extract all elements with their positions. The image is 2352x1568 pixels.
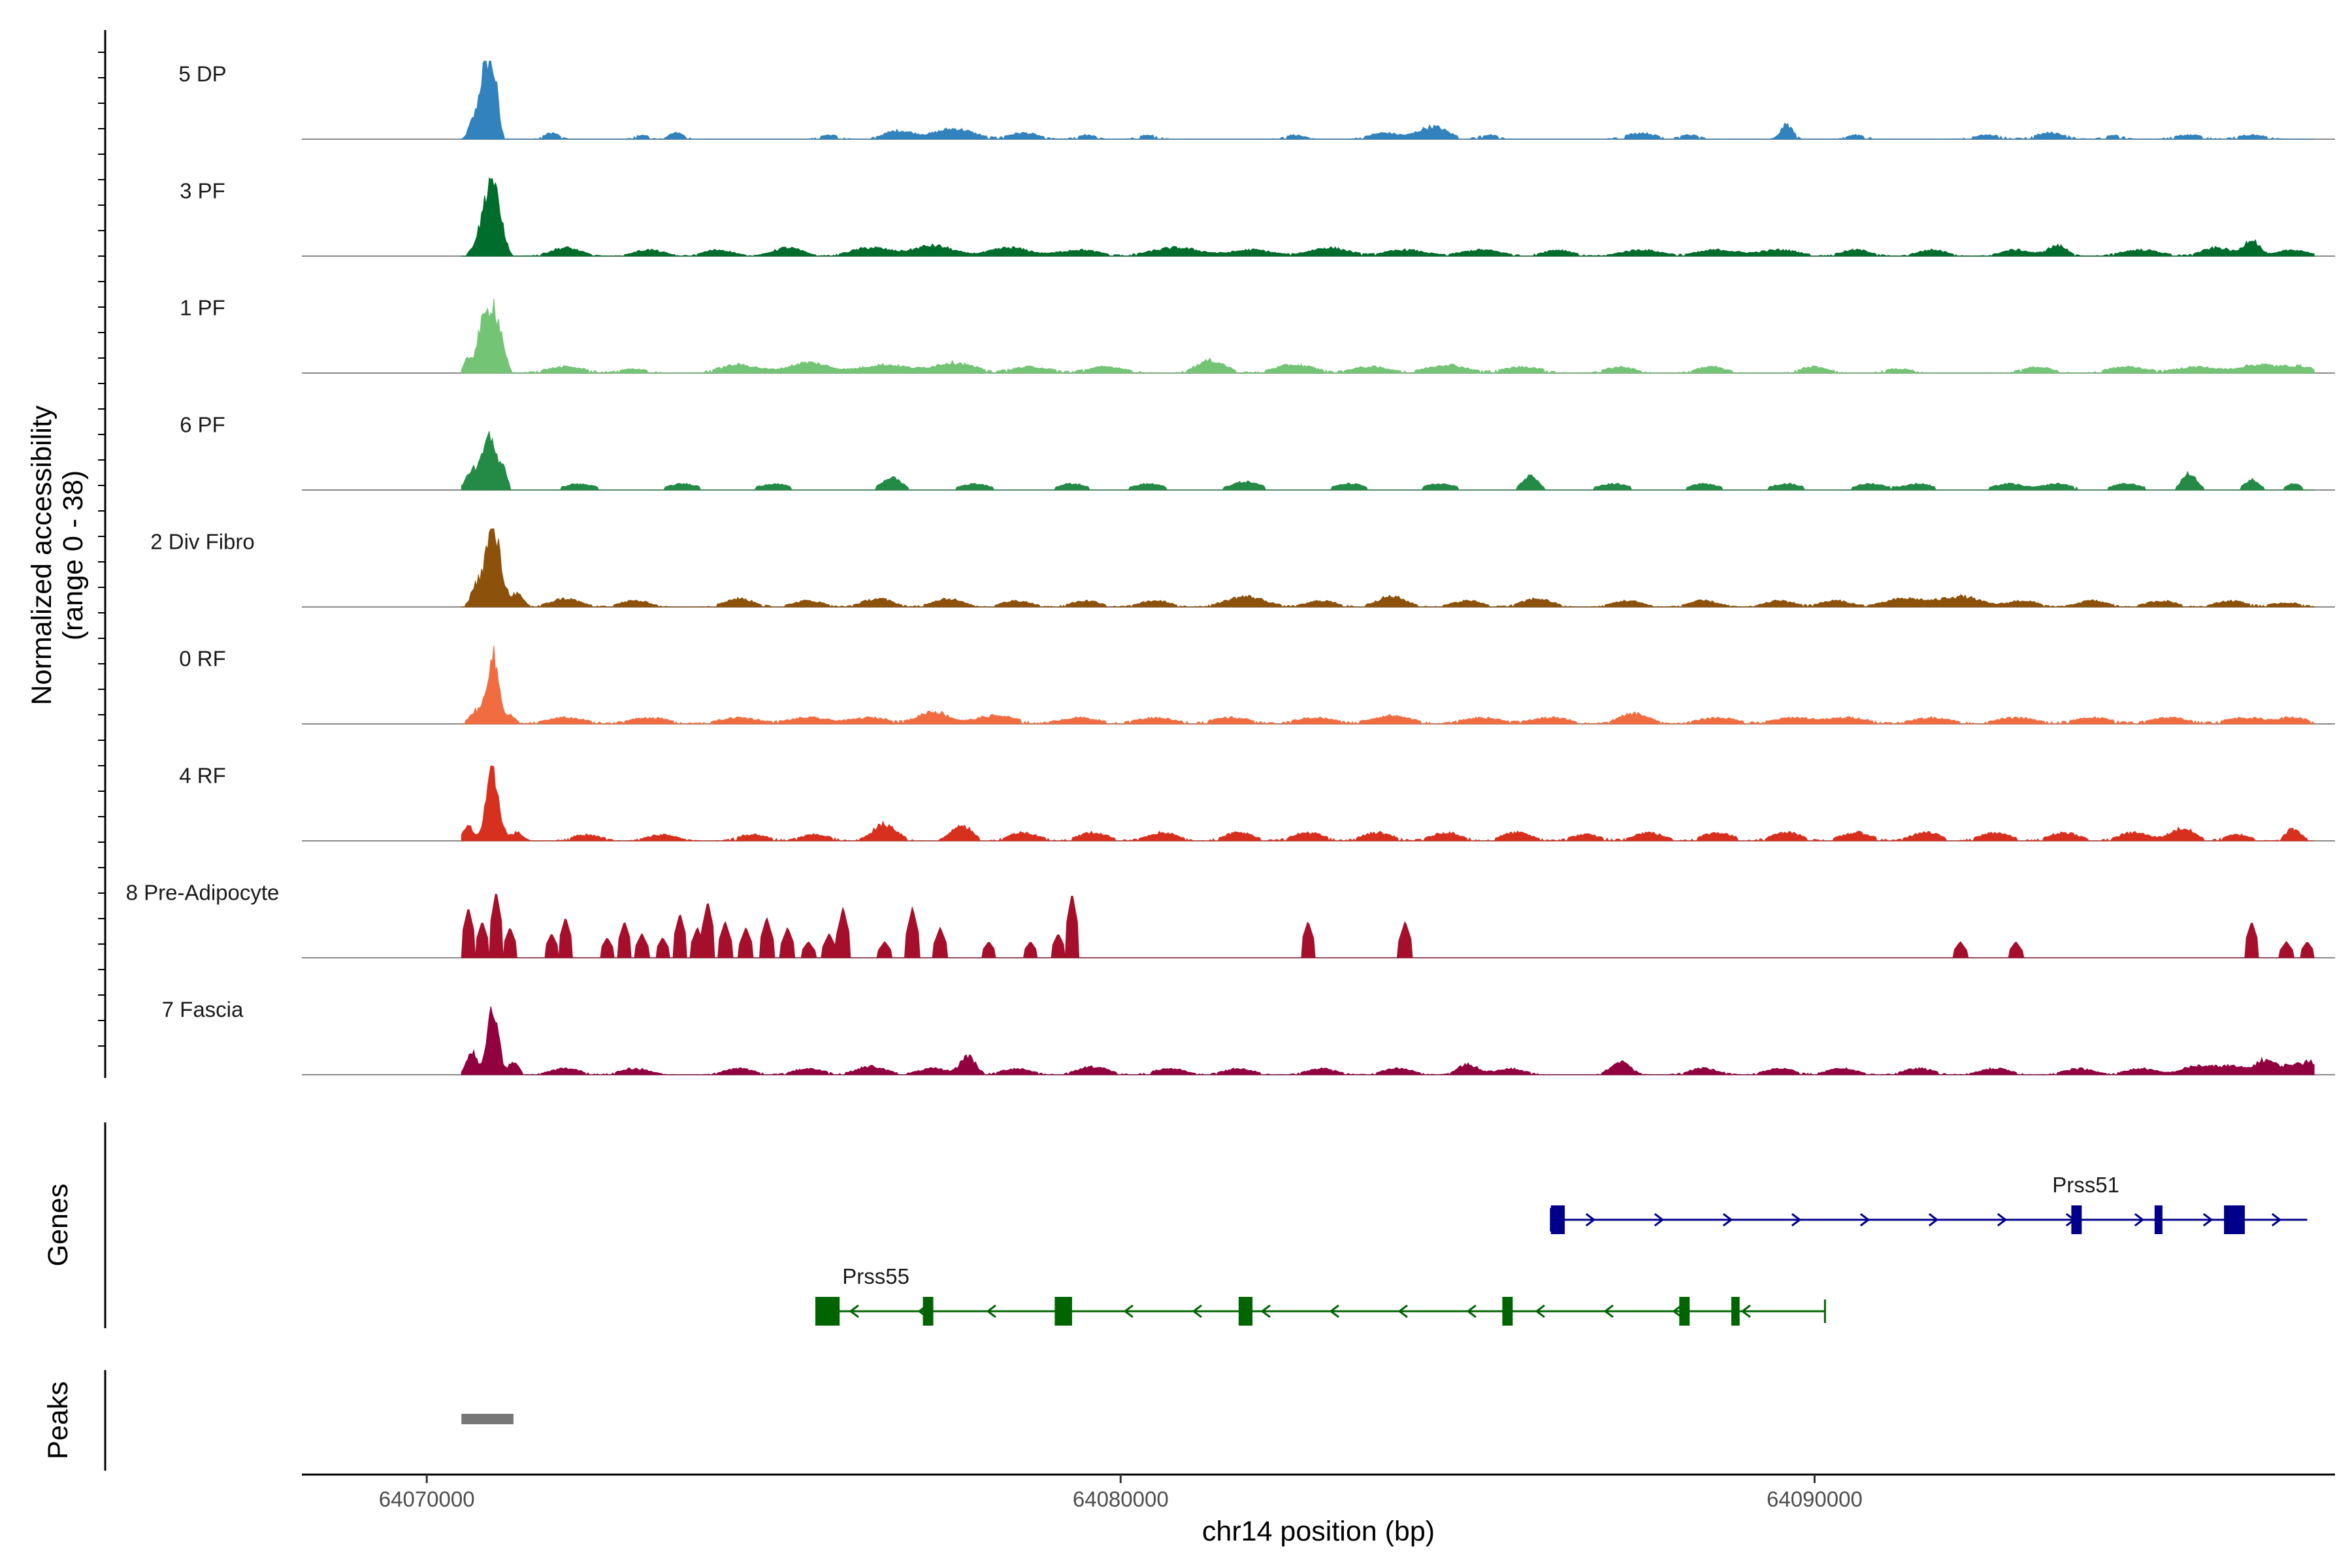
coverage-tracks: 5 DP 3 PF 1 PF 6 PF 2 Div Fibro 0 RF 4 RF 8 Pre… (126, 60, 2335, 1075)
strand-chevron (1672, 1304, 1682, 1318)
strand-chevron (1123, 1304, 1134, 1318)
track-label: 1 PF (180, 296, 225, 320)
y-axis-title: Normalized accessibility (26, 405, 57, 705)
strand-chevron (2202, 1213, 2213, 1227)
strand-chevron (1397, 1304, 1408, 1318)
coverage-area (461, 528, 2316, 608)
exon (1731, 1297, 1740, 1326)
gene-prss55: Prss55 (815, 1264, 1826, 1326)
y-axis-range: (range 0 - 38) (57, 470, 89, 641)
x-tick-label: 64070000 (379, 1487, 475, 1511)
track-5-dp: 5 DP (178, 60, 2335, 140)
strand-chevron (849, 1304, 859, 1318)
coverage-area (461, 177, 2315, 257)
strand-chevron (986, 1304, 996, 1318)
exon (923, 1297, 934, 1326)
track-7-fascia: 7 Fascia (162, 998, 2335, 1075)
coverage-area (461, 1006, 2315, 1075)
track-0-rf: 0 RF (179, 645, 2335, 725)
coverage-area (461, 645, 2315, 725)
x-axis-title: chr14 position (bp) (1202, 1516, 1435, 1547)
strand-chevron (1928, 1213, 1939, 1227)
x-tick-label: 64080000 (1073, 1487, 1169, 1511)
coverage-area (461, 431, 2315, 491)
peaks-track-title: Peaks (42, 1381, 74, 1460)
coverage-area (460, 60, 2315, 140)
peak-track (461, 1414, 514, 1424)
strand-chevron (1654, 1213, 1665, 1227)
strand-chevron (1997, 1213, 2008, 1227)
strand-chevron (1535, 1304, 1545, 1318)
strand-chevron (1260, 1304, 1271, 1318)
peak-region (461, 1414, 514, 1424)
track-4-rf: 4 RF (179, 764, 2335, 842)
track-3-pf: 3 PF (180, 177, 2335, 257)
exon (815, 1297, 840, 1326)
x-tick-label: 64090000 (1767, 1487, 1863, 1511)
track-label: 2 Div Fibro (150, 530, 255, 554)
track-label: 7 Fascia (162, 998, 244, 1022)
strand-chevron (2271, 1213, 2282, 1227)
track-6-pf: 6 PF (180, 413, 2335, 491)
track-8-pre-adipocyte: 8 Pre-Adipocyte (126, 881, 2335, 958)
track-label: 6 PF (180, 413, 225, 437)
exon (2224, 1205, 2245, 1234)
track-label: 8 Pre-Adipocyte (126, 881, 280, 905)
track-label: 3 PF (180, 179, 225, 203)
strand-chevron (1740, 1304, 1751, 1318)
x-axis: 64070000 64080000 64090000 (379, 1475, 1863, 1511)
exon (2071, 1205, 2082, 1234)
gene-label: Prss51 (2052, 1173, 2119, 1197)
exon (1238, 1297, 1253, 1326)
strand-chevron (2134, 1213, 2145, 1227)
strand-chevron (1585, 1213, 1596, 1227)
genes-track-title: Genes (42, 1184, 74, 1267)
gene-prss51: Prss51 (1550, 1173, 2308, 1234)
exon (1679, 1297, 1690, 1326)
track-label: 4 RF (179, 764, 226, 788)
track-2-div-fibro: 2 Div Fibro (150, 528, 2335, 608)
strand-chevron (1192, 1304, 1202, 1318)
strand-chevron (1603, 1304, 1614, 1318)
exon (1054, 1297, 1072, 1326)
exon (2154, 1205, 2163, 1234)
track-label: 0 RF (179, 647, 226, 671)
strand-chevron (1466, 1304, 1477, 1318)
exon (1502, 1297, 1513, 1326)
coverage-area (461, 893, 2315, 958)
track-1-pf: 1 PF (180, 296, 2335, 374)
exon (1550, 1205, 1565, 1234)
coverage-area (461, 765, 2315, 842)
coverage-y-ticks (98, 52, 105, 1047)
gene-track: Prss51 Prss55 (815, 1173, 2308, 1326)
gene-label: Prss55 (842, 1264, 909, 1288)
coverage-area (461, 299, 2315, 374)
strand-chevron (1791, 1213, 1802, 1227)
strand-chevron (1722, 1213, 1733, 1227)
strand-chevron (1329, 1304, 1339, 1318)
track-label: 5 DP (178, 62, 226, 86)
strand-chevron (1859, 1213, 1870, 1227)
